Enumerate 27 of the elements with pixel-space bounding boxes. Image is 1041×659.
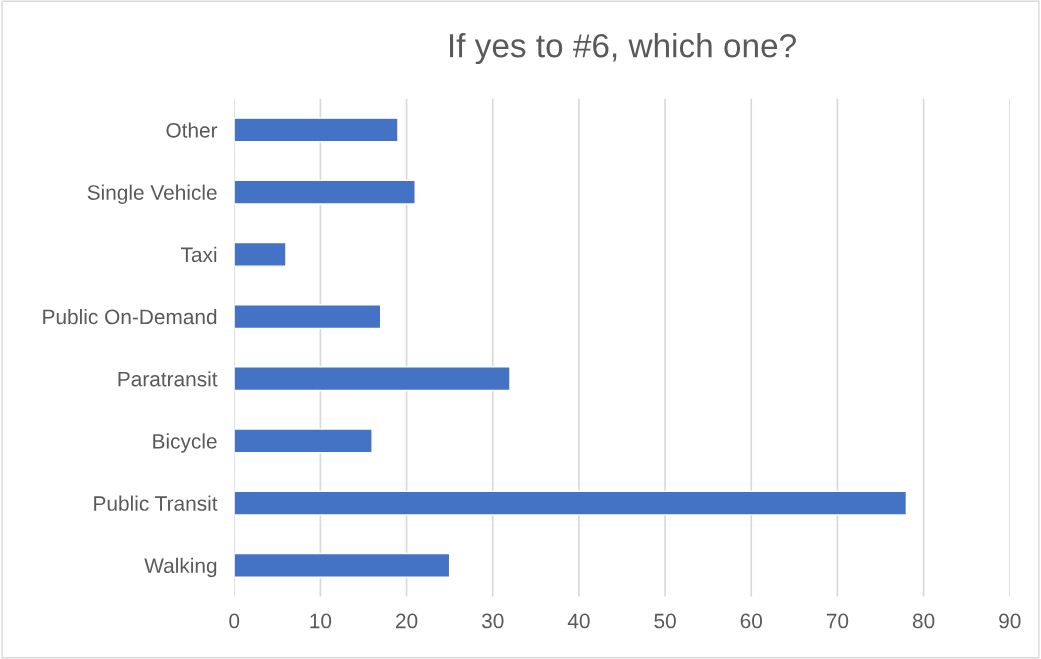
y-tick-label: Single Vehicle [87, 184, 217, 205]
y-tick-label: Paratransit [118, 371, 218, 387]
x-tick-label: 90 [999, 613, 1021, 629]
x-tick-label: 0 [229, 613, 240, 629]
y-tick-label: Bicycle [153, 433, 217, 453]
bar [234, 179, 416, 205]
x-tick-label: 10 [310, 613, 332, 629]
bar [234, 490, 908, 516]
y-tick-label: Public Transit [94, 495, 218, 511]
bar [234, 304, 382, 330]
x-tick-label: 80 [912, 613, 935, 629]
bar [234, 117, 399, 143]
bar [234, 428, 373, 454]
x-tick-label: 40 [567, 613, 590, 629]
x-tick-label: 20 [396, 613, 418, 629]
x-tick-label: 70 [826, 613, 849, 629]
x-tick-label: 60 [740, 613, 763, 629]
x-tick-label: 30 [481, 613, 504, 629]
y-tick-label: Public On-Demand [43, 308, 217, 325]
y-tick-label: Other [166, 122, 218, 138]
x-tick-label: 50 [654, 613, 676, 629]
chart-title: If yes to #6, which one? [449, 33, 796, 65]
bar [234, 366, 511, 392]
bar [234, 552, 451, 578]
y-tick-label: Walking [144, 557, 217, 578]
bar [234, 241, 287, 267]
y-tick-label: Taxi [180, 246, 217, 263]
